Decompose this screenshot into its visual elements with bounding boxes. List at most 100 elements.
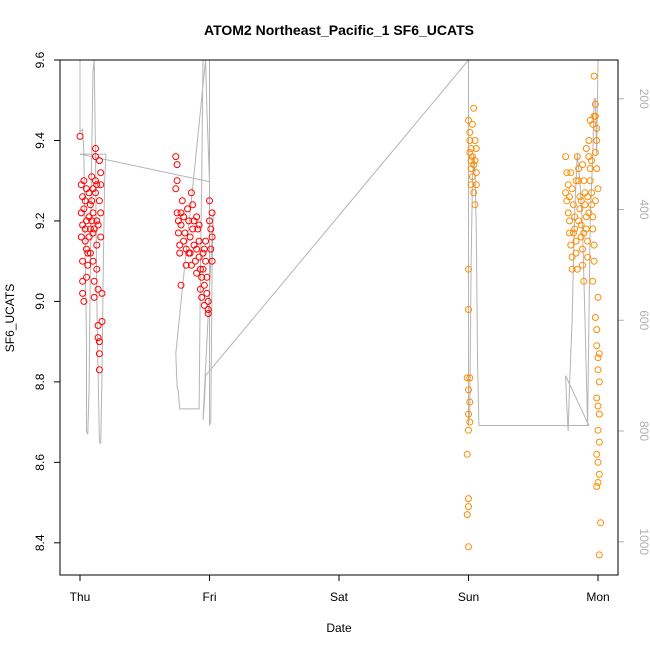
data-point xyxy=(206,197,213,205)
data-point xyxy=(466,398,474,406)
data-point xyxy=(203,289,211,297)
data-point xyxy=(465,265,472,273)
data-point xyxy=(588,201,595,209)
data-point xyxy=(95,350,103,358)
data-point xyxy=(186,233,194,241)
data-point xyxy=(593,165,601,173)
data-point xyxy=(588,189,595,197)
data-point xyxy=(590,72,598,80)
y2-tick-label: 200 xyxy=(637,89,650,109)
data-point xyxy=(94,334,102,342)
data-point xyxy=(591,314,599,321)
data-point xyxy=(89,209,97,217)
data-point xyxy=(467,145,475,152)
data-point xyxy=(597,519,605,527)
data-point xyxy=(95,338,103,346)
data-point xyxy=(575,217,583,225)
data-point xyxy=(594,354,602,362)
data-point xyxy=(564,181,572,189)
data-point xyxy=(472,181,480,189)
x-tick-label: Sat xyxy=(330,590,349,604)
data-point xyxy=(470,161,478,169)
data-point xyxy=(577,197,585,205)
y-tick-label: 8.4 xyxy=(33,534,47,551)
data-point xyxy=(81,225,89,233)
x-tick-label: Thu xyxy=(70,590,91,604)
data-point xyxy=(86,249,94,257)
data-point xyxy=(195,221,203,229)
y-tick-label: 8.6 xyxy=(33,454,47,471)
plot-frame xyxy=(59,59,619,576)
data-point xyxy=(591,197,599,205)
data-point xyxy=(568,253,576,261)
data-point xyxy=(79,257,87,265)
data-point xyxy=(566,193,573,201)
data-point xyxy=(595,410,603,418)
data-point xyxy=(92,177,99,185)
data-point xyxy=(470,104,478,112)
data-point xyxy=(595,551,603,559)
data-point xyxy=(576,205,584,213)
data-point xyxy=(200,245,208,253)
data-point xyxy=(582,145,590,152)
data-point xyxy=(584,253,592,261)
data-point xyxy=(173,161,181,169)
data-point xyxy=(562,153,570,161)
data-point xyxy=(172,185,180,193)
data-point xyxy=(595,350,603,358)
data-point xyxy=(180,237,188,245)
data-point xyxy=(200,301,208,309)
data-point xyxy=(593,137,601,144)
data-point xyxy=(83,245,90,253)
y2-tick-label: 600 xyxy=(637,310,650,330)
data-point xyxy=(593,326,601,334)
data-point xyxy=(93,241,101,249)
data-point xyxy=(591,100,599,108)
data-point xyxy=(567,241,575,249)
data-point xyxy=(463,374,471,382)
data-point xyxy=(202,237,210,245)
data-point xyxy=(585,137,593,144)
data-point xyxy=(95,366,103,374)
data-point xyxy=(595,438,603,446)
y-axis-label: SF6_UCATS xyxy=(3,284,17,352)
data-point xyxy=(94,285,102,293)
data-point xyxy=(86,201,94,209)
data-point xyxy=(593,483,601,490)
axes-layer: Thu Fri Sat Sun Mon 8.4 8.6 8.8 9.0 9.2 9.4 9.6 200 4… xyxy=(33,51,650,604)
y-tick-label: 9.6 xyxy=(33,51,47,68)
data-point xyxy=(589,120,597,128)
data-point xyxy=(93,181,101,189)
data-point xyxy=(572,249,580,257)
data-point xyxy=(562,189,570,197)
data-point xyxy=(203,273,211,281)
data-point xyxy=(594,458,602,466)
data-point xyxy=(177,281,185,289)
data-point xyxy=(584,237,592,245)
data-point xyxy=(195,253,203,261)
data-point xyxy=(568,185,576,193)
x-tick-label: Fri xyxy=(203,590,217,604)
data-point xyxy=(465,503,472,511)
chart-title: ATOM2 Northeast_Pacific_1 SF6_UCATS xyxy=(204,22,474,38)
data-point xyxy=(185,249,193,257)
data-point xyxy=(586,177,594,185)
data-point xyxy=(590,241,598,249)
data-point xyxy=(207,225,215,233)
data-point xyxy=(79,289,87,297)
data-point xyxy=(580,277,588,285)
data-point xyxy=(92,145,99,152)
data-point xyxy=(569,229,577,237)
data-point xyxy=(465,426,472,434)
data-point xyxy=(94,221,102,229)
data-point xyxy=(89,257,97,265)
y-tick-label: 9.4 xyxy=(33,132,47,149)
data-point xyxy=(90,277,98,285)
data-point xyxy=(199,265,207,273)
y2-tick-label: 400 xyxy=(637,200,650,220)
data-point xyxy=(575,177,583,185)
data-point xyxy=(563,169,571,177)
data-point xyxy=(173,177,181,185)
